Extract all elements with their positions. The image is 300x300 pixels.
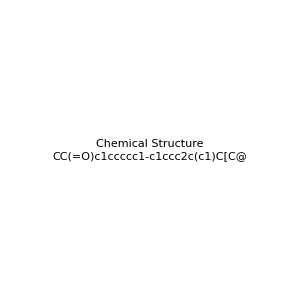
Text: Chemical Structure
CC(=O)c1ccccc1-c1ccc2c(c1)C[C@: Chemical Structure CC(=O)c1ccccc1-c1ccc2… <box>52 139 247 161</box>
